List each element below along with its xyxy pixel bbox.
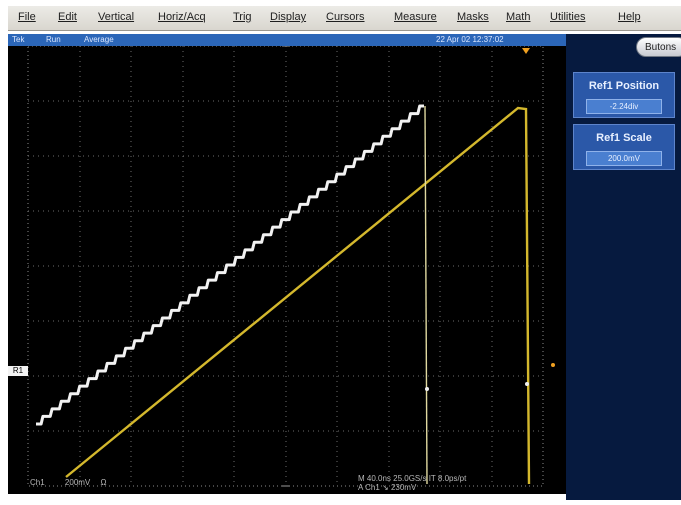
ref1-fall-edge xyxy=(424,105,428,485)
menu-bar: File Edit Vertical Horiz/Acq Trig Displa… xyxy=(8,6,681,31)
ref1-position-title: Ref1 Position xyxy=(588,80,660,92)
cursor-dot-2 xyxy=(525,382,529,386)
ch1-trace xyxy=(65,106,531,485)
run-state: Run xyxy=(46,35,61,44)
channel-impedance: Ω xyxy=(100,478,107,487)
menu-vertical[interactable]: Vertical xyxy=(98,11,135,23)
trigger-marker-icon xyxy=(551,363,555,367)
ref1-level-marker[interactable]: R1 xyxy=(8,366,28,376)
channel-name: Ch1 xyxy=(30,478,45,487)
status-bar: Tek Run Average 22 Apr 02 12:37:02 xyxy=(8,34,566,46)
menu-display[interactable]: Display xyxy=(270,11,307,23)
acq-mode: Average xyxy=(84,35,114,44)
trigger-line: A Ch1 ↘ 230mV xyxy=(358,483,417,492)
ref1-position-control[interactable]: Ref1 Position -2.24div xyxy=(573,72,675,118)
menu-utilities[interactable]: Utilities xyxy=(550,11,586,23)
ref1-scale-control[interactable]: Ref1 Scale 200.0mV xyxy=(573,124,675,170)
scope-display[interactable]: R1 Ch1 200mV Ω M 40.0ns 25.0GS/s IT 8.0p… xyxy=(8,46,566,494)
menu-help[interactable]: Help xyxy=(618,11,641,23)
ref1-trace xyxy=(36,104,424,426)
channel-scale: 200mV xyxy=(64,478,91,487)
menu-trig[interactable]: Trig xyxy=(233,11,252,23)
timebase-line: M 40.0ns 25.0GS/s IT 8.0ps/pt xyxy=(358,474,467,483)
menu-math[interactable]: Math xyxy=(506,11,531,23)
grid-vertical xyxy=(79,46,493,486)
grid-horizontal xyxy=(28,100,543,432)
menu-file[interactable]: File xyxy=(18,11,36,23)
trigger-position-icon xyxy=(522,48,530,54)
menu-horiz-acq[interactable]: Horiz/Acq xyxy=(158,11,206,23)
menu-masks[interactable]: Masks xyxy=(457,11,489,23)
channel-readout: Ch1 200mV Ω xyxy=(30,478,107,487)
timebase-readout: M 40.0ns 25.0GS/s IT 8.0ps/pt A Ch1 ↘ 23… xyxy=(358,474,466,492)
ref1-position-value[interactable]: -2.24div xyxy=(586,99,662,114)
menu-measure[interactable]: Measure xyxy=(394,11,437,23)
menu-edit[interactable]: Edit xyxy=(58,11,77,23)
waveform-graticule xyxy=(27,46,555,487)
cursor-dot-1 xyxy=(425,387,429,391)
buttons-toggle-button[interactable]: Butons xyxy=(636,37,681,57)
center-ticks xyxy=(282,46,290,487)
ref1-marker-label: R1 xyxy=(12,366,24,375)
menu-cursors[interactable]: Cursors xyxy=(326,11,365,23)
ref1-scale-value[interactable]: 200.0mV xyxy=(586,151,662,166)
ref1-scale-title: Ref1 Scale xyxy=(596,132,652,144)
timestamp: 22 Apr 02 12:37:02 xyxy=(436,35,504,44)
control-panel: Butons Ref1 Position -2.24div Ref1 Scale… xyxy=(566,34,681,500)
brand-label: Tek xyxy=(12,35,25,44)
